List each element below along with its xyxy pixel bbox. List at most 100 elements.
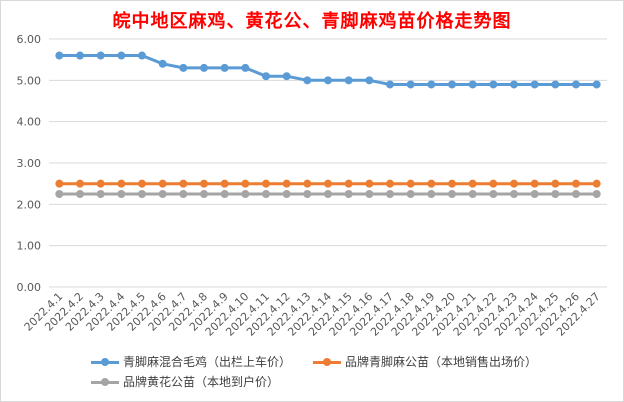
data-point-series-2 <box>55 190 64 198</box>
data-point-series-1 <box>179 179 188 188</box>
data-point-series-0 <box>551 80 560 89</box>
data-point-series-1 <box>76 179 84 188</box>
data-point-series-1 <box>158 179 167 188</box>
data-point-series-0 <box>468 80 477 89</box>
y-tick-label: 4.00 <box>17 116 42 129</box>
data-point-series-2 <box>303 190 312 198</box>
legend-swatch-series-2 <box>91 377 119 387</box>
data-point-series-0 <box>572 80 580 89</box>
data-point-series-2 <box>96 190 105 198</box>
data-point-series-1 <box>55 179 64 188</box>
data-point-series-0 <box>179 63 188 72</box>
data-point-series-1 <box>324 179 332 188</box>
legend-item-series-0: 青脚麻混合毛鸡（出栏上车价） <box>91 353 291 370</box>
data-point-series-1 <box>551 179 560 188</box>
data-point-series-0 <box>365 76 374 85</box>
chart-title: 皖中地区麻鸡、黄花公、青脚麻鸡苗价格走势图 <box>112 11 512 32</box>
legend-item-series-1: 品牌青脚麻公苗（本地销售出场价） <box>313 353 537 370</box>
data-point-series-2 <box>592 190 601 198</box>
data-point-series-1 <box>386 179 394 188</box>
data-point-series-2 <box>448 190 456 198</box>
data-point-series-2 <box>262 190 270 198</box>
data-point-series-1 <box>117 179 126 188</box>
legend-label-series-2: 品牌黄花公苗（本地到户价） <box>123 375 280 389</box>
data-point-series-1 <box>572 179 580 188</box>
data-point-series-0 <box>324 76 332 85</box>
data-point-series-2 <box>468 190 477 198</box>
data-point-series-2 <box>406 190 415 198</box>
data-point-series-2 <box>117 190 126 198</box>
data-point-series-2 <box>551 190 560 198</box>
data-point-series-2 <box>158 190 167 198</box>
data-point-series-2 <box>241 190 250 198</box>
data-point-series-2 <box>282 190 291 198</box>
data-point-series-1 <box>489 179 498 188</box>
data-point-series-1 <box>200 179 208 188</box>
data-point-series-0 <box>96 51 105 60</box>
data-point-series-0 <box>386 80 394 89</box>
data-point-series-2 <box>220 190 229 198</box>
data-point-series-1 <box>406 179 415 188</box>
data-point-series-1 <box>220 179 229 188</box>
data-point-series-0 <box>406 80 415 89</box>
data-point-series-2 <box>324 190 332 198</box>
data-point-series-1 <box>262 179 270 188</box>
data-point-series-1 <box>344 179 353 188</box>
y-tick-label: 2.00 <box>17 198 42 211</box>
legend-label-series-1: 品牌青脚麻公苗（本地销售出场价） <box>345 355 538 369</box>
data-point-series-0 <box>138 51 146 60</box>
data-point-series-0 <box>158 59 167 68</box>
data-point-series-1 <box>592 179 601 188</box>
data-point-series-2 <box>510 190 518 198</box>
data-point-series-0 <box>241 63 250 72</box>
y-tick-label: 5.00 <box>17 74 42 87</box>
legend-label-series-0: 青脚麻混合毛鸡（出栏上车价） <box>123 355 292 369</box>
data-point-series-1 <box>96 179 105 188</box>
data-point-series-2 <box>344 190 353 198</box>
data-point-series-0 <box>530 80 539 89</box>
data-point-series-0 <box>592 80 601 89</box>
data-point-series-2 <box>427 190 436 198</box>
data-point-series-1 <box>303 179 312 188</box>
data-point-series-1 <box>365 179 374 188</box>
data-point-series-0 <box>427 80 436 89</box>
legend-item-series-2: 品牌黄花公苗（本地到户价） <box>91 373 279 390</box>
data-point-series-2 <box>572 190 580 198</box>
data-point-series-0 <box>200 63 208 72</box>
data-point-series-2 <box>365 190 374 198</box>
data-point-series-1 <box>427 179 436 188</box>
data-point-series-0 <box>448 80 456 89</box>
data-point-series-0 <box>262 72 270 81</box>
data-point-series-1 <box>468 179 477 188</box>
data-point-series-2 <box>200 190 208 198</box>
y-tick-label: 0.00 <box>17 281 42 294</box>
data-point-series-0 <box>220 63 229 72</box>
data-point-series-2 <box>489 190 498 198</box>
legend-swatch-series-1 <box>313 357 341 367</box>
data-point-series-0 <box>55 51 64 60</box>
data-point-series-0 <box>489 80 498 89</box>
data-point-series-1 <box>282 179 291 188</box>
data-point-series-1 <box>530 179 539 188</box>
y-tick-label: 3.00 <box>17 157 42 170</box>
data-point-series-2 <box>530 190 539 198</box>
data-point-series-0 <box>282 72 291 81</box>
data-point-series-1 <box>241 179 250 188</box>
data-point-series-0 <box>510 80 518 89</box>
data-point-series-2 <box>386 190 394 198</box>
y-tick-label: 1.00 <box>17 240 42 253</box>
data-point-series-0 <box>117 51 126 60</box>
data-point-series-2 <box>138 190 146 198</box>
data-point-series-1 <box>138 179 146 188</box>
legend-swatch-series-0 <box>91 357 119 367</box>
y-tick-label: 6.00 <box>17 33 42 46</box>
data-point-series-2 <box>179 190 188 198</box>
data-point-series-0 <box>344 76 353 85</box>
data-point-series-2 <box>76 190 84 198</box>
data-point-series-1 <box>510 179 518 188</box>
data-point-series-0 <box>303 76 312 85</box>
data-point-series-1 <box>448 179 456 188</box>
data-point-series-0 <box>76 51 84 60</box>
